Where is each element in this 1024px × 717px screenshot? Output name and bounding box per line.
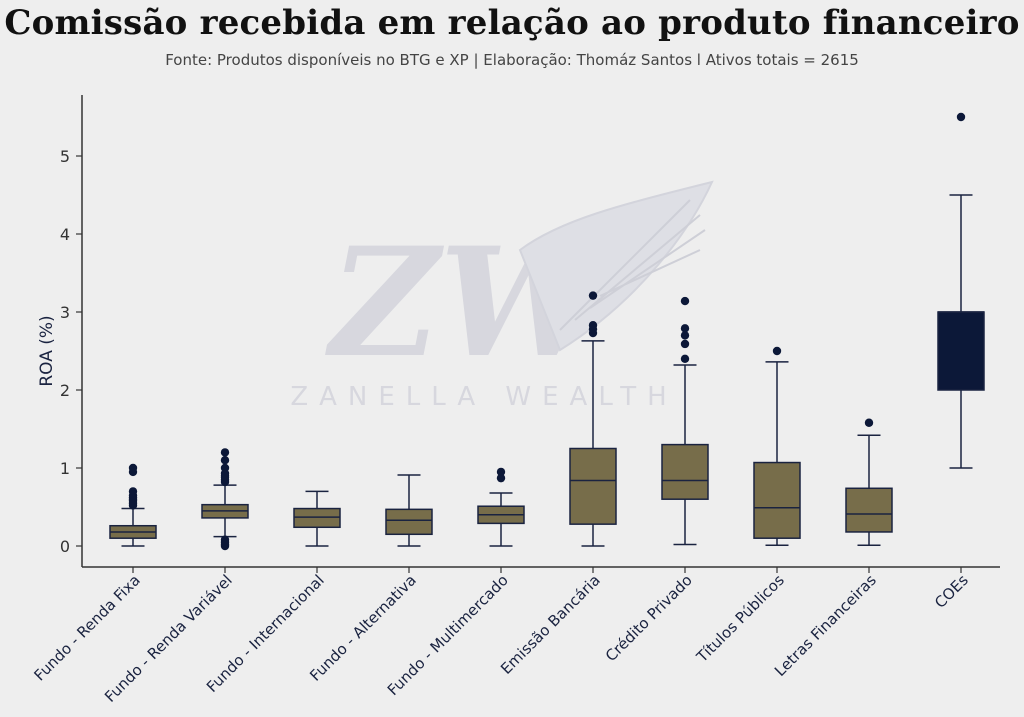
y-tick-label: 5 [60, 147, 70, 166]
outlier-point [220, 535, 230, 544]
box-8 [753, 346, 801, 546]
y-tick-label: 3 [60, 303, 70, 322]
outlier-point [956, 112, 966, 122]
y-tick-label: 2 [60, 381, 70, 400]
outlier-point [496, 473, 506, 483]
outlier-point [128, 463, 138, 473]
x-tick-label: Emissão Bancária [497, 571, 604, 678]
box-6 [569, 291, 617, 547]
boxes-layer [109, 112, 985, 551]
outlier-point [680, 324, 690, 333]
box-2 [201, 448, 249, 551]
x-tick-label: Títulos Públicos [692, 571, 788, 667]
box-7 [661, 296, 709, 546]
outlier-point [220, 456, 230, 465]
box-iqr [937, 311, 985, 391]
outlier-point [772, 346, 782, 356]
x-tick-label: COEs [931, 571, 972, 612]
outlier-point [220, 463, 230, 473]
outlier-point [680, 331, 690, 340]
outlier-point [220, 448, 230, 457]
axes: 0 1 2 3 4 5 [60, 95, 1000, 568]
watermark-wing-icon [518, 180, 714, 352]
box-3 [293, 490, 341, 547]
outlier-point [496, 467, 506, 477]
outlier-point [680, 296, 690, 306]
outlier-point [864, 418, 874, 427]
chart-title: Comissão recebida em relação ao produto … [4, 3, 1020, 43]
y-tick-label: 1 [60, 459, 70, 478]
watermark-logo: ZW ZANELLA WEALTH [290, 180, 714, 412]
x-tick-label: Crédito Privado [602, 571, 696, 665]
outlier-point [588, 321, 598, 330]
box-iqr [569, 447, 617, 525]
chart-subtitle: Fonte: Produtos disponíveis no BTG e XP … [165, 51, 859, 69]
watermark-feather-lines [559, 199, 706, 331]
watermark-text: ZANELLA WEALTH [290, 382, 677, 412]
y-axis-label: ROA (%) [37, 315, 57, 386]
box-iqr [661, 443, 709, 500]
box-5 [477, 467, 525, 547]
box-iqr [293, 507, 341, 529]
box-iqr [753, 461, 801, 539]
outlier-point [680, 354, 690, 363]
outlier-point [128, 487, 138, 496]
box-iqr [385, 508, 433, 536]
box-10 [937, 112, 985, 469]
y-tick-label: 4 [60, 225, 70, 244]
y-tick-label: 0 [60, 537, 70, 556]
x-tick-label: Letras Financeiras [771, 571, 880, 680]
box-1 [109, 463, 157, 547]
outlier-point [588, 291, 598, 300]
box-9 [845, 418, 893, 546]
box-4 [385, 474, 433, 547]
box-iqr [845, 487, 893, 533]
outlier-point [680, 339, 690, 349]
